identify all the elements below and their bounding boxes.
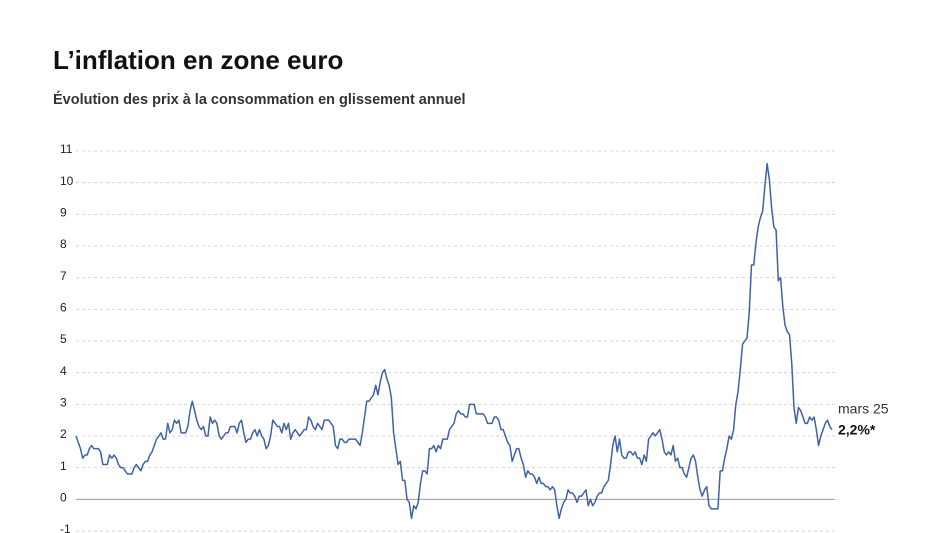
y-tick-label: 6 bbox=[60, 301, 67, 315]
line-series bbox=[75, 162, 833, 520]
y-tick-label: 3 bbox=[60, 396, 67, 410]
y-tick-label: -1 bbox=[60, 522, 71, 533]
chart-subtitle: Évolution des prix à la consommation en … bbox=[53, 91, 466, 108]
chart-title: L’inflation en zone euro bbox=[53, 45, 343, 75]
y-tick-label: 9 bbox=[60, 206, 67, 220]
y-tick-label: 0 bbox=[60, 491, 67, 505]
y-tick-label: 2 bbox=[60, 427, 67, 441]
y-tick-label: 10 bbox=[60, 174, 74, 188]
annotation: mars 25 bbox=[838, 401, 889, 417]
annotation-value: 2,2%* bbox=[838, 422, 876, 438]
y-tick-label: 5 bbox=[60, 332, 67, 346]
y-tick-label: 11 bbox=[60, 142, 73, 156]
y-tick-label: 7 bbox=[60, 269, 67, 283]
y-tick-label: 8 bbox=[60, 237, 67, 251]
y-tick-label: 1 bbox=[60, 459, 67, 473]
y-tick-label: 4 bbox=[60, 364, 67, 378]
